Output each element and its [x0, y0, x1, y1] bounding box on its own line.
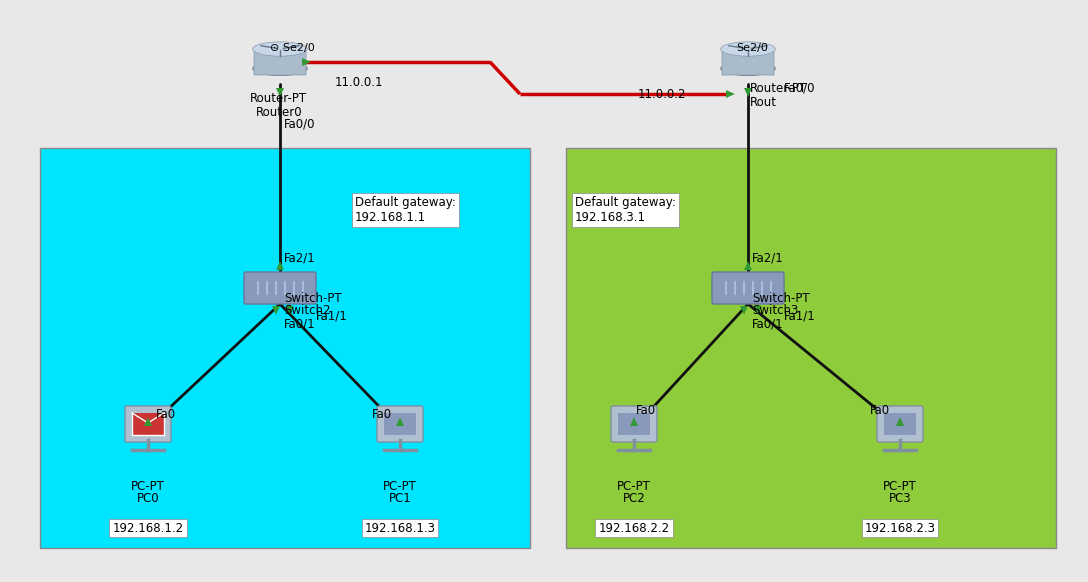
Polygon shape: [754, 306, 762, 315]
Polygon shape: [286, 306, 294, 315]
Text: Default gateway:
192.168.1.1: Default gateway: 192.168.1.1: [355, 196, 456, 224]
Text: PC0: PC0: [137, 492, 159, 505]
Text: Router-PT: Router-PT: [250, 91, 307, 105]
Text: Fa0/1: Fa0/1: [284, 318, 316, 331]
Text: Se2/0: Se2/0: [735, 43, 768, 53]
Text: Switch-PT: Switch-PT: [752, 292, 809, 304]
Ellipse shape: [720, 42, 776, 56]
Text: Fa0/0: Fa0/0: [784, 81, 816, 94]
FancyBboxPatch shape: [244, 272, 316, 304]
Polygon shape: [744, 261, 752, 270]
Text: PC1: PC1: [388, 492, 411, 505]
Text: Router-PT: Router-PT: [750, 81, 807, 94]
FancyBboxPatch shape: [254, 49, 306, 75]
Text: PC3: PC3: [889, 492, 912, 505]
Polygon shape: [144, 417, 152, 426]
FancyBboxPatch shape: [877, 406, 923, 442]
Text: Fa0: Fa0: [636, 403, 656, 417]
Polygon shape: [396, 417, 404, 426]
Text: Switch3: Switch3: [752, 303, 799, 317]
Text: PC-PT: PC-PT: [131, 480, 165, 492]
Polygon shape: [744, 88, 752, 97]
FancyBboxPatch shape: [125, 406, 171, 442]
Polygon shape: [740, 306, 749, 315]
Polygon shape: [272, 306, 280, 315]
Polygon shape: [302, 58, 311, 66]
Text: Fa2/1: Fa2/1: [284, 251, 316, 264]
Text: Rout: Rout: [750, 95, 777, 108]
Ellipse shape: [252, 42, 307, 56]
Polygon shape: [897, 417, 904, 426]
Text: ⊙ Se2/0: ⊙ Se2/0: [270, 43, 314, 53]
Text: Fa0: Fa0: [372, 407, 392, 421]
Bar: [883, 413, 916, 435]
Text: Fa2/1: Fa2/1: [752, 251, 783, 264]
Bar: [132, 413, 164, 435]
Text: PC2: PC2: [622, 492, 645, 505]
Text: Switch2: Switch2: [284, 303, 331, 317]
Polygon shape: [276, 261, 284, 270]
Text: 11.0.0.1: 11.0.0.1: [335, 76, 383, 88]
Text: Default gateway:
192.168.3.1: Default gateway: 192.168.3.1: [574, 196, 676, 224]
FancyBboxPatch shape: [378, 406, 423, 442]
Text: Switch-PT: Switch-PT: [284, 292, 342, 304]
Text: PC-PT: PC-PT: [883, 480, 917, 492]
Ellipse shape: [720, 61, 776, 76]
Bar: [384, 413, 416, 435]
Text: 192.168.2.3: 192.168.2.3: [865, 521, 936, 534]
Polygon shape: [276, 88, 284, 97]
Polygon shape: [726, 90, 734, 98]
Text: 11.0.0.2: 11.0.0.2: [638, 87, 687, 101]
Text: 192.168.1.3: 192.168.1.3: [364, 521, 435, 534]
FancyBboxPatch shape: [611, 406, 657, 442]
Bar: [566, 148, 1056, 548]
Text: 192.168.2.2: 192.168.2.2: [598, 521, 669, 534]
Bar: [40, 148, 530, 548]
Text: Fa1/1: Fa1/1: [316, 310, 348, 322]
Text: PC-PT: PC-PT: [617, 480, 651, 492]
Ellipse shape: [252, 61, 307, 76]
Text: Fa1/1: Fa1/1: [784, 310, 816, 322]
FancyBboxPatch shape: [712, 272, 784, 304]
Text: Fa0/1: Fa0/1: [752, 318, 783, 331]
Text: Fa0/0: Fa0/0: [284, 118, 316, 130]
Polygon shape: [630, 417, 638, 426]
Text: Fa0: Fa0: [870, 403, 890, 417]
Text: PC-PT: PC-PT: [383, 480, 417, 492]
Text: 192.168.1.2: 192.168.1.2: [112, 521, 184, 534]
Bar: [618, 413, 650, 435]
Text: Fa0: Fa0: [156, 407, 176, 421]
FancyBboxPatch shape: [722, 49, 774, 75]
Text: Router0: Router0: [256, 105, 302, 119]
